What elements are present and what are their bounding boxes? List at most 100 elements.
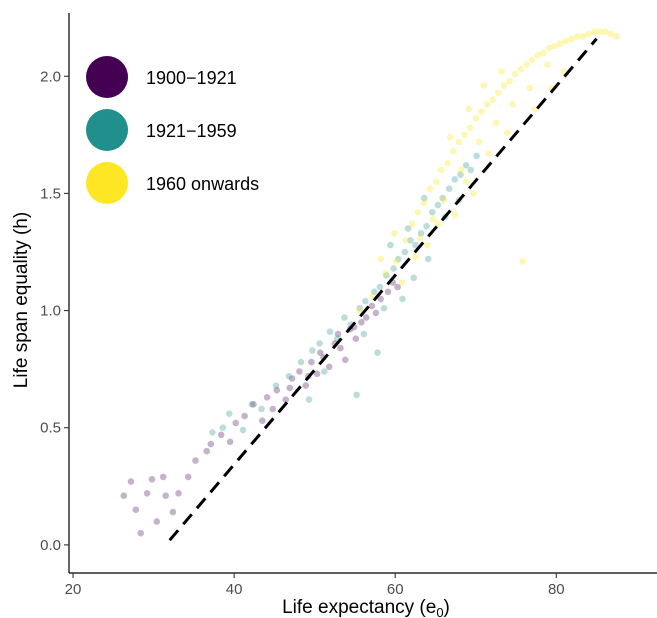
- data-point: [424, 241, 431, 249]
- data-point: [143, 490, 151, 497]
- data-point: [334, 330, 342, 338]
- data-point: [590, 28, 598, 35]
- data-point: [148, 476, 156, 483]
- data-point: [466, 124, 474, 132]
- data-point: [462, 162, 470, 169]
- data-point: [451, 176, 459, 183]
- data-point: [383, 272, 390, 279]
- data-point: [509, 101, 517, 108]
- data-point: [313, 370, 321, 378]
- data-point: [455, 138, 463, 146]
- data-point: [209, 429, 216, 436]
- data-point: [506, 77, 513, 85]
- data-point: [440, 197, 447, 204]
- data-point: [384, 288, 392, 296]
- data-point: [417, 230, 425, 237]
- data-point: [217, 431, 225, 439]
- data-point: [424, 255, 432, 263]
- data-point: [207, 440, 215, 448]
- data-point: [248, 401, 256, 408]
- data-point: [175, 490, 182, 497]
- x-axis-title: Life expectancy (e0): [282, 597, 450, 618]
- data-point: [120, 492, 128, 500]
- data-point: [500, 82, 508, 89]
- data-point: [376, 283, 384, 291]
- data-point: [485, 150, 493, 157]
- x-axis-title-suffix: ): [444, 597, 450, 618]
- data-point: [184, 473, 192, 481]
- data-point: [226, 438, 234, 446]
- data-point: [434, 220, 442, 228]
- y-tick-label: 1.5: [40, 185, 61, 202]
- data-point: [607, 30, 615, 38]
- x-ticks: 20 40 60 80: [65, 573, 565, 598]
- data-point: [445, 185, 453, 192]
- y-tick-label: 2.0: [40, 68, 61, 85]
- data-point: [296, 368, 303, 375]
- data-point: [412, 241, 419, 249]
- data-point: [325, 363, 333, 371]
- data-point: [250, 401, 257, 408]
- legend: 1900−1921 1921−1959 1960 onwards: [86, 56, 259, 204]
- data-point: [356, 304, 364, 312]
- data-point: [412, 253, 419, 260]
- data-point: [316, 340, 323, 347]
- data-point: [392, 258, 400, 265]
- data-point: [288, 375, 296, 382]
- data-point: [342, 356, 349, 364]
- data-point: [416, 234, 424, 242]
- data-point: [503, 129, 511, 136]
- data-point: [585, 30, 592, 38]
- data-point: [226, 410, 233, 418]
- data-point: [489, 96, 497, 103]
- legend-label: 1921−1959: [146, 121, 237, 141]
- data-point: [391, 230, 398, 237]
- data-point: [449, 147, 457, 155]
- data-point: [560, 68, 567, 75]
- data-point: [402, 237, 410, 244]
- data-point: [321, 368, 328, 375]
- data-point: [377, 295, 385, 303]
- data-point: [285, 372, 293, 380]
- data-point: [232, 419, 239, 427]
- series-3: [356, 28, 620, 314]
- data-point: [429, 215, 437, 223]
- data-point: [162, 492, 169, 500]
- data-point: [579, 33, 587, 40]
- data-point: [341, 314, 348, 321]
- data-point: [534, 51, 542, 59]
- data-point: [429, 208, 436, 216]
- data-point: [358, 319, 365, 326]
- data-point: [596, 28, 604, 35]
- legend-item: 1960 onwards: [86, 162, 259, 204]
- data-point: [326, 328, 334, 336]
- data-point: [219, 424, 227, 432]
- series-1: [120, 279, 401, 537]
- data-point: [309, 347, 316, 354]
- data-point: [467, 166, 475, 174]
- data-point: [519, 258, 526, 265]
- legend-swatch: [86, 162, 128, 204]
- data-point: [444, 159, 451, 167]
- data-point: [602, 28, 609, 35]
- data-point: [511, 70, 519, 78]
- data-point: [398, 279, 406, 286]
- data-point: [297, 358, 305, 366]
- data-point: [528, 56, 536, 64]
- data-point: [475, 138, 483, 146]
- x-tick-label: 80: [548, 581, 565, 598]
- data-point: [568, 35, 575, 43]
- data-point: [492, 119, 500, 127]
- legend-swatch: [86, 56, 128, 98]
- data-point: [127, 478, 135, 485]
- data-point: [302, 382, 310, 389]
- data-point: [557, 40, 564, 47]
- data-point: [356, 307, 364, 314]
- data-point: [404, 225, 412, 232]
- data-point: [372, 309, 380, 317]
- data-point: [495, 89, 502, 96]
- data-point: [574, 33, 581, 40]
- data-point: [462, 178, 470, 185]
- data-point: [470, 190, 477, 197]
